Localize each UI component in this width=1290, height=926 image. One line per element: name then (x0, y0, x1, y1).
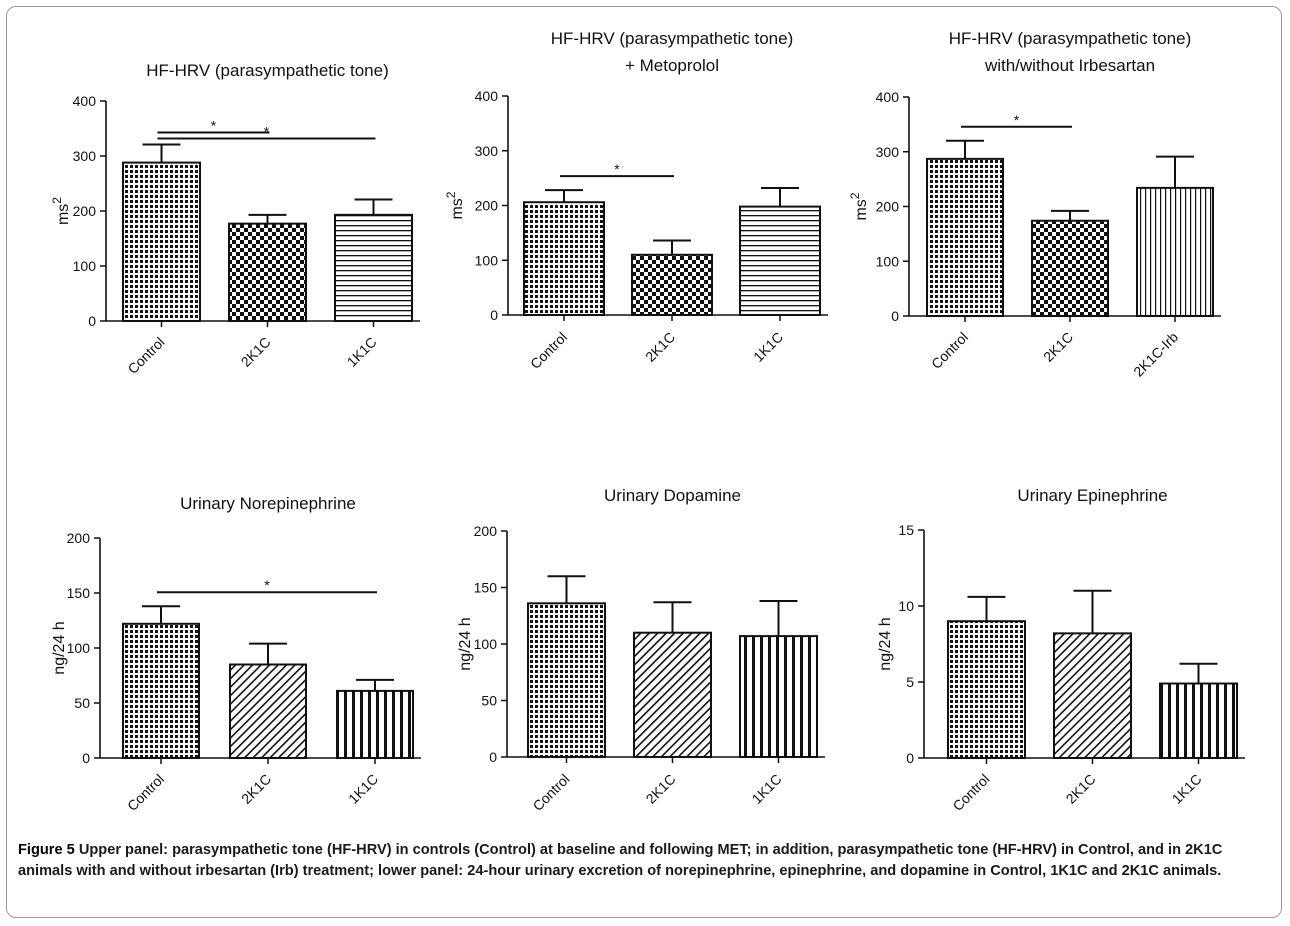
y-axis-label: ms2 (444, 191, 466, 219)
chart-title: Urinary Epinephrine (1017, 486, 1167, 505)
bar (1136, 186, 1214, 317)
x-tick-label: 2K1C (643, 771, 679, 807)
figure-charts: HF-HRV (parasympathetic tone)ms201002003… (50, 29, 1245, 814)
x-tick-label: 2K1C (238, 771, 274, 807)
y-tick-label: 200 (67, 530, 91, 546)
x-tick-label: 2K1C (238, 334, 274, 370)
caption-label: Figure 5 (18, 842, 75, 858)
chart-panel-1: HF-HRV (parasympathetic tone) ms2 0 100 200 3… (50, 61, 420, 377)
bar (631, 253, 713, 316)
y-tick-label: 200 (474, 523, 498, 539)
y-tick-label: 0 (891, 308, 899, 324)
y-tick-label: 100 (474, 636, 498, 652)
y-tick-label: 300 (876, 144, 900, 160)
y-tick-label: 100 (73, 258, 97, 274)
bar (1159, 682, 1238, 760)
chart-title: HF-HRV (parasympathetic tone) (949, 29, 1192, 48)
chart-title: HF-HRV (parasympathetic tone) (551, 29, 794, 48)
y-tick-label: 0 (489, 749, 497, 765)
figure-caption: Figure 5 Upper panel: parasympathetic to… (18, 840, 1278, 882)
y-tick-label: 400 (73, 93, 97, 109)
y-tick-label: 400 (876, 89, 900, 105)
x-tick-label: Control (529, 771, 572, 814)
significance-marker: * (211, 117, 217, 133)
chart-panel-4: Urinary Norepinephrine ng/24 h 0 50 100 150 20… (51, 494, 421, 814)
bar (527, 602, 606, 758)
bar (122, 622, 200, 759)
significance-marker: * (264, 577, 270, 593)
x-tick-label: 1K1C (750, 329, 786, 365)
bar (229, 663, 307, 759)
chart-panel-2: HF-HRV (parasympathetic tone) + Metoprolo… (444, 29, 828, 372)
chart-title: + Metoprolol (625, 56, 719, 75)
bar (633, 631, 712, 759)
bar (122, 161, 201, 322)
y-tick-label: 50 (74, 695, 90, 711)
significance-marker: * (1014, 112, 1020, 128)
bar (334, 213, 413, 323)
y-axis-label: ng/24 h (51, 621, 68, 674)
y-tick-label: 300 (73, 148, 97, 164)
x-tick-label: 2K1C (642, 329, 678, 365)
significance-marker: * (264, 123, 270, 139)
y-tick-label: 150 (474, 580, 498, 596)
bar (926, 157, 1004, 317)
bar (739, 205, 821, 316)
x-tick-label: 1K1C (345, 771, 381, 807)
y-tick-label: 150 (67, 585, 91, 601)
x-tick-label: Control (124, 771, 167, 814)
y-tick-label: 400 (475, 88, 499, 104)
caption-text: Upper panel: parasympathetic tone (HF-HR… (18, 842, 1223, 879)
x-tick-label: 2K1C-Irb (1130, 329, 1181, 380)
x-tick-label: Control (928, 329, 971, 372)
x-tick-label: Control (949, 771, 992, 814)
y-tick-label: 200 (876, 199, 900, 215)
x-tick-label: 2K1C (1063, 771, 1099, 807)
x-tick-label: Control (124, 334, 167, 377)
significance-marker: * (614, 161, 620, 177)
bar (336, 689, 414, 760)
x-tick-label: 1K1C (1169, 771, 1205, 807)
y-tick-label: 0 (88, 313, 96, 329)
chart-panel-6: Urinary Epinephrine ng/24 h 0 5 10 15 Control 2… (877, 486, 1245, 814)
bar (947, 620, 1026, 760)
bar (523, 201, 605, 316)
bar (1031, 219, 1109, 317)
y-tick-label: 100 (475, 252, 499, 268)
chart-panel-3: HF-HRV (parasympathetic tone) with/withou… (848, 29, 1221, 380)
y-tick-label: 200 (475, 198, 499, 214)
y-axis-label: ms2 (848, 192, 870, 220)
bar (1053, 632, 1132, 759)
y-tick-label: 100 (876, 253, 900, 269)
bar (739, 635, 818, 759)
chart-title: with/without Irbesartan (984, 56, 1155, 75)
chart-title: Urinary Norepinephrine (180, 494, 356, 513)
y-tick-label: 0 (82, 750, 90, 766)
y-tick-label: 300 (475, 143, 499, 159)
chart-title: HF-HRV (parasympathetic tone) (146, 61, 389, 80)
y-tick-label: 0 (906, 750, 914, 766)
x-tick-label: 1K1C (749, 771, 785, 807)
y-tick-label: 15 (898, 522, 914, 538)
chart-panel-5: Urinary Dopamine ng/24 h 0 50 100 150 200 Contr… (457, 486, 825, 814)
figure-frame (6, 6, 1282, 918)
x-tick-label: Control (527, 329, 570, 372)
y-axis-label: ms2 (50, 197, 72, 225)
y-tick-label: 200 (73, 203, 97, 219)
y-axis-label: ng/24 h (877, 617, 894, 670)
y-tick-label: 100 (67, 640, 91, 656)
chart-title: Urinary Dopamine (604, 486, 741, 505)
x-tick-label: 1K1C (344, 334, 380, 370)
y-tick-label: 5 (906, 674, 914, 690)
y-axis-label: ng/24 h (457, 617, 474, 670)
y-tick-label: 10 (898, 598, 914, 614)
y-tick-label: 0 (490, 307, 498, 323)
x-tick-label: 2K1C (1040, 329, 1076, 365)
y-tick-label: 50 (481, 693, 497, 709)
bar (228, 222, 307, 322)
